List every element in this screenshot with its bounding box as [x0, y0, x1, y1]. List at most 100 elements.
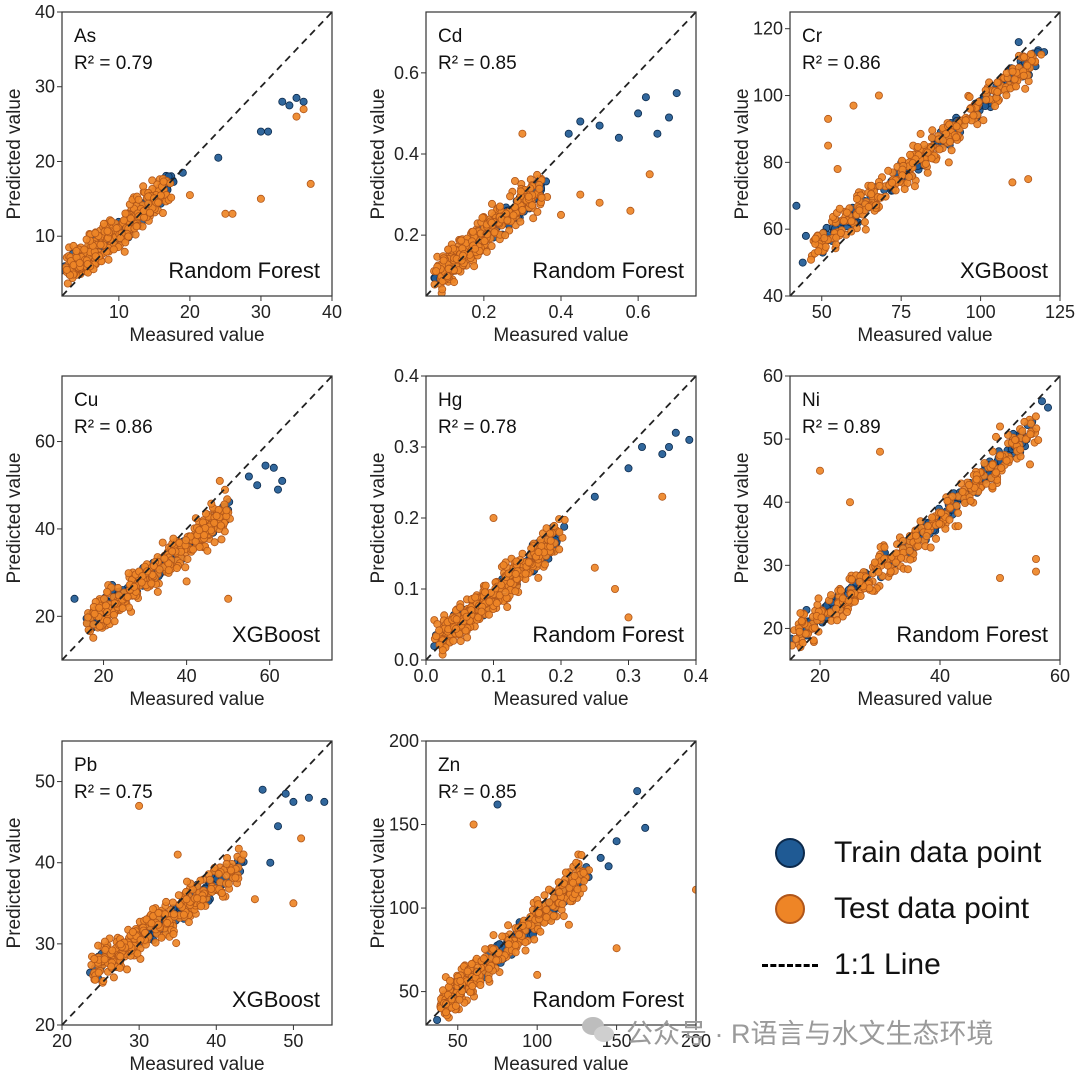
test-point	[577, 851, 586, 860]
test-point	[193, 894, 202, 903]
y-axis-label: Predicted value	[368, 89, 389, 220]
test-point	[880, 543, 889, 552]
test-point	[524, 192, 533, 201]
test-point	[160, 554, 169, 563]
x-tick-label: 100	[966, 302, 996, 322]
test-point	[867, 190, 876, 199]
test-point	[993, 78, 1002, 87]
y-tick-label: 150	[389, 815, 419, 835]
dashed-line-icon	[762, 963, 818, 967]
test-point	[504, 921, 513, 930]
y-tick-label: 20	[35, 606, 55, 626]
test-point	[564, 920, 573, 929]
x-tick-label: 0.3	[616, 666, 641, 686]
test-point	[534, 909, 543, 918]
test-point	[807, 255, 816, 264]
test-point	[820, 234, 829, 243]
y-tick-label: 60	[763, 366, 783, 386]
one-to-one-line	[789, 375, 1061, 661]
chart-ni: 20 40 60 20 30 40 50 60 Measured value Predicted …	[732, 366, 1070, 710]
test-point	[476, 981, 485, 990]
test-point	[100, 937, 109, 946]
test-point	[988, 460, 997, 469]
test-point	[534, 573, 543, 582]
test-point	[835, 204, 844, 213]
x-tick-label: 50	[812, 302, 832, 322]
train-point	[641, 93, 650, 102]
test-point	[923, 168, 932, 177]
test-point	[484, 610, 493, 619]
test-point	[945, 120, 954, 129]
test-point	[449, 636, 458, 645]
points	[790, 397, 1053, 652]
test-point	[988, 482, 997, 491]
test-point	[867, 181, 876, 190]
train-point	[1014, 38, 1023, 47]
test-point	[883, 561, 892, 570]
test-point	[210, 538, 219, 547]
test-point	[521, 569, 530, 578]
test-point	[795, 627, 804, 636]
test-point	[832, 233, 841, 242]
test-point	[875, 181, 884, 190]
test-point	[80, 245, 89, 254]
test-point	[916, 517, 925, 526]
y-tick-label: 40	[35, 2, 55, 22]
test-point	[590, 563, 599, 572]
plot-frame	[789, 11, 1061, 297]
test-point	[196, 902, 205, 911]
test-point	[492, 956, 501, 965]
x-tick-label: 100	[522, 1031, 552, 1051]
train-point	[596, 853, 605, 862]
train-point	[261, 461, 270, 470]
test-point	[205, 875, 214, 884]
y-tick-label: 10	[35, 226, 55, 246]
chart-as: 10 20 30 40 10 20 30 40 Measured value Predicted …	[4, 2, 342, 346]
test-point	[479, 954, 488, 963]
test-point	[104, 255, 113, 264]
y-tick-label: 60	[763, 219, 783, 239]
test-point	[451, 1001, 460, 1010]
x-tick-label: 30	[129, 1031, 149, 1051]
test-point	[116, 940, 125, 949]
test-point	[469, 820, 478, 829]
points	[86, 785, 329, 987]
test-point	[456, 976, 465, 985]
train-point	[590, 492, 599, 501]
test-point	[157, 933, 166, 942]
test-point	[1037, 50, 1046, 59]
test-point	[855, 206, 864, 215]
x-tick-label: 10	[109, 302, 129, 322]
test-point	[470, 244, 479, 253]
test-point	[167, 193, 176, 202]
test-point	[168, 547, 177, 556]
test-point	[103, 616, 112, 625]
test-point	[1020, 417, 1029, 426]
test-point	[827, 591, 836, 600]
y-axis-label: Predicted value	[4, 89, 25, 220]
train-point	[1038, 397, 1047, 406]
x-tick-label: 40	[206, 1031, 226, 1051]
test-point	[555, 888, 564, 897]
one-to-one-line	[425, 11, 697, 297]
test-point	[579, 868, 588, 877]
test-point	[549, 911, 558, 920]
x-axis-label: Measured value	[493, 689, 628, 710]
test-point	[836, 586, 845, 595]
test-point	[906, 150, 915, 159]
test-point	[164, 566, 173, 575]
test-point	[903, 565, 912, 574]
test-point	[849, 101, 858, 110]
test-point	[480, 236, 489, 245]
test-point	[546, 529, 555, 538]
y-axis-label: Predicted value	[732, 453, 753, 584]
train-point	[641, 823, 650, 832]
x-tick-label: 20	[810, 666, 830, 686]
y-tick-label: 60	[35, 432, 55, 452]
one-to-one-line	[425, 740, 697, 1026]
y-axis-label: Predicted value	[4, 818, 25, 949]
test-point	[441, 1008, 450, 1017]
test-point	[463, 633, 472, 642]
test-point	[533, 170, 542, 179]
test-point	[946, 503, 955, 512]
